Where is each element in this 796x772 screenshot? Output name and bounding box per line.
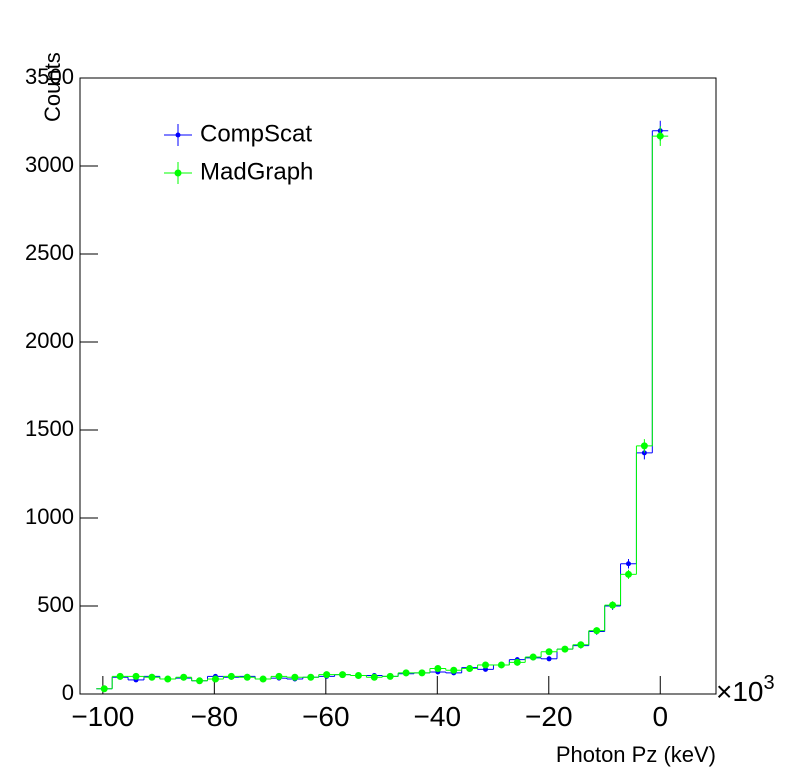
data-point: [259, 675, 267, 683]
x-axis-label: Photon Pz (keV): [556, 742, 716, 767]
x-scale-exponent: 3: [764, 672, 775, 694]
data-point: [546, 656, 552, 662]
x-tick-label: −40: [414, 701, 462, 732]
x-tick-label: −60: [302, 701, 350, 732]
data-point: [434, 664, 442, 672]
data-point: [656, 132, 664, 140]
data-point: [307, 673, 315, 681]
data-point: [100, 685, 108, 693]
y-tick-label: 2000: [25, 328, 74, 353]
y-tick-label: 2500: [25, 240, 74, 265]
y-tick-label: 3500: [25, 64, 74, 89]
legend-marker: [174, 169, 182, 177]
legend-marker: [175, 132, 181, 138]
data-point: [513, 658, 521, 666]
data-point: [418, 669, 426, 677]
plot-frame: [79, 77, 717, 695]
data-point: [211, 675, 219, 683]
data-point: [497, 661, 505, 669]
data-point: [609, 601, 617, 609]
data-point: [561, 645, 569, 653]
y-tick-label: 500: [37, 592, 74, 617]
y-axis-label: Counts: [40, 52, 65, 122]
data-point: [402, 669, 410, 677]
data-point: [243, 673, 251, 681]
data-point: [180, 673, 188, 681]
data-point: [450, 666, 458, 674]
data-point: [148, 673, 156, 681]
data-point: [227, 672, 235, 680]
data-point: [545, 648, 553, 656]
data-point: [354, 672, 362, 680]
data-point: [370, 673, 378, 681]
x-scale-label: ×103: [716, 672, 775, 707]
legend-label: CompScat: [200, 120, 312, 147]
y-tick-label: 3000: [25, 152, 74, 177]
data-point: [164, 675, 172, 683]
y-tick-label: 0: [62, 680, 74, 705]
x-tick-label: −20: [525, 701, 573, 732]
data-point: [291, 673, 299, 681]
x-tick-label: 0: [652, 701, 668, 732]
data-point: [577, 641, 585, 649]
data-point: [132, 672, 140, 680]
x-tick-label: −100: [71, 701, 134, 732]
data-point: [529, 653, 537, 661]
data-point: [624, 570, 632, 578]
data-point: [386, 672, 394, 680]
data-point: [593, 627, 601, 635]
x-scale-base: ×10: [716, 676, 764, 707]
data-point: [275, 672, 283, 680]
data-point: [339, 671, 347, 679]
legend-label: MadGraph: [200, 158, 313, 185]
data-point: [482, 661, 490, 669]
data-point: [625, 561, 631, 567]
x-tick-label: −80: [191, 701, 239, 732]
data-point: [641, 450, 647, 456]
data-point: [116, 672, 124, 680]
data-point: [466, 664, 474, 672]
data-point: [323, 671, 331, 679]
y-tick-label: 1500: [25, 416, 74, 441]
data-point: [196, 677, 204, 685]
data-point: [640, 442, 648, 450]
y-tick-label: 1000: [25, 504, 74, 529]
